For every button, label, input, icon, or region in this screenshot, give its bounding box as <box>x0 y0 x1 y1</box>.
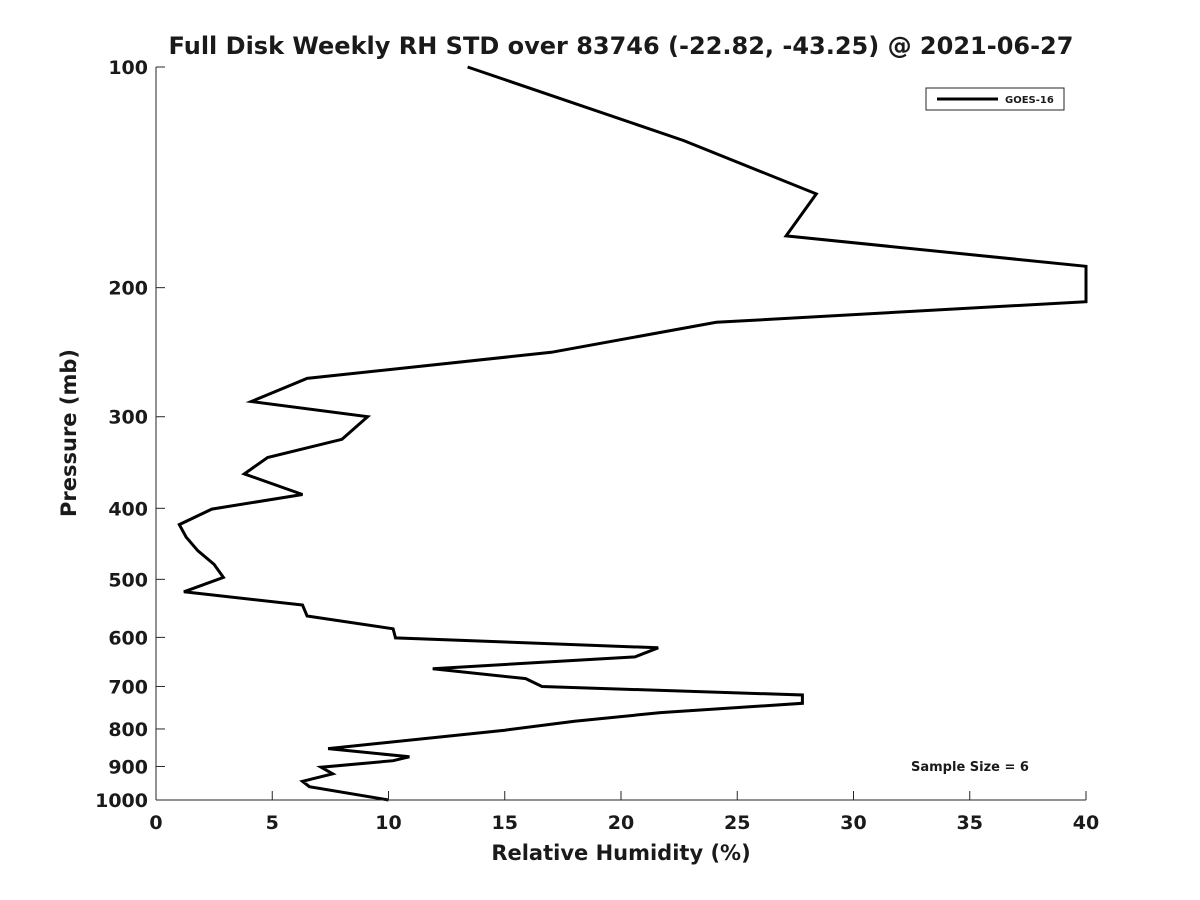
series-line-goes-16 <box>177 65 1088 802</box>
chart-title: Full Disk Weekly RH STD over 83746 (-22.… <box>169 32 1074 60</box>
sample-size-annotation: Sample Size = 6 <box>911 760 1029 775</box>
y-tick-label: 1000 <box>95 790 148 812</box>
x-tick-label: 25 <box>724 812 750 834</box>
legend: GOES-16 <box>925 87 1065 111</box>
y-tick-label: 500 <box>108 569 148 591</box>
x-axis-ticks: 0 5 10 15 20 25 30 35 40 <box>149 791 1099 834</box>
x-tick-label: 15 <box>492 812 518 834</box>
y-tick-label: 800 <box>108 719 148 741</box>
x-tick-label: 30 <box>840 812 866 834</box>
y-axis-label: Pressure (mb) <box>57 349 81 517</box>
y-tick-label: 300 <box>108 407 148 429</box>
legend-label-goes-16: GOES-16 <box>1005 95 1054 106</box>
y-tick-label: 700 <box>108 676 148 698</box>
plot-area <box>156 67 1086 800</box>
y-axis-ticks: 100 200 300 400 500 600 700 800 900 1000 <box>95 57 165 812</box>
x-axis-label: Relative Humidity (%) <box>491 841 750 865</box>
y-tick-label: 100 <box>108 57 148 79</box>
y-tick-label: 600 <box>108 627 148 649</box>
x-tick-label: 5 <box>266 812 279 834</box>
y-tick-label: 200 <box>108 278 148 300</box>
x-tick-label: 0 <box>149 812 162 834</box>
x-tick-label: 10 <box>375 812 401 834</box>
x-tick-label: 35 <box>957 812 983 834</box>
y-tick-label: 400 <box>108 498 148 520</box>
x-tick-label: 40 <box>1073 812 1099 834</box>
plot-content <box>177 65 1088 802</box>
y-tick-label: 900 <box>108 756 148 778</box>
x-tick-label: 20 <box>608 812 634 834</box>
